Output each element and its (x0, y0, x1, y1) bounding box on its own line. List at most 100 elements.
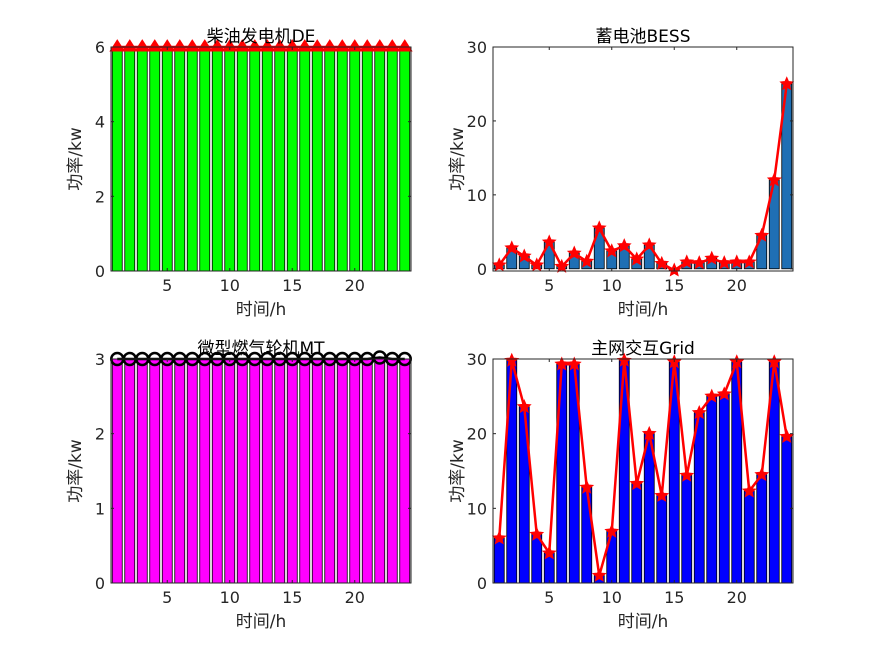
marker-star-9 (604, 243, 620, 258)
marker-star-8 (591, 567, 607, 582)
x-axis-label: 时间/h (236, 612, 287, 632)
y-tick-label: 0 (95, 574, 105, 593)
bar (493, 537, 505, 584)
marker-triangle-11 (246, 39, 263, 52)
marker-star-20 (741, 483, 757, 498)
marker-star-11 (629, 475, 645, 490)
x-tick-label: 15 (282, 276, 302, 295)
x-tick-label: 10 (602, 276, 622, 295)
y-tick-label: 2 (95, 425, 105, 444)
bar (349, 46, 361, 272)
axes-frame (110, 46, 412, 272)
bar (224, 46, 236, 272)
marker-triangle-19 (346, 39, 363, 52)
bar (111, 46, 123, 272)
x-axis-label: 时间/h (618, 300, 669, 320)
marker-star-3 (529, 257, 545, 272)
bar (631, 483, 643, 584)
y-tick-label: 20 (467, 112, 487, 131)
marker-triangle-8 (209, 39, 226, 52)
marker-star-6 (566, 245, 582, 260)
marker-star-3 (529, 526, 545, 541)
bar (311, 358, 323, 584)
marker-star-11 (629, 251, 645, 266)
bar (286, 46, 298, 272)
bar (299, 358, 311, 584)
marker-star-2 (516, 248, 532, 263)
marker-triangle-1 (121, 39, 138, 52)
bar (693, 412, 705, 584)
x-tick-label: 20 (727, 588, 747, 607)
marker-triangle-2 (134, 39, 151, 52)
marker-star-17 (704, 250, 720, 265)
x-tick-label: 15 (664, 588, 684, 607)
marker-star-1 (504, 240, 520, 255)
chart-title: 柴油发电机DE (207, 27, 316, 47)
plot-area (111, 47, 411, 271)
marker-star-20 (741, 254, 757, 269)
y-tick-label: 10 (467, 499, 487, 518)
y-axis-label: 功率/kw (448, 127, 468, 191)
bar (556, 363, 568, 584)
bar (336, 358, 348, 584)
y-tick-label: 1 (95, 499, 105, 518)
bar (149, 358, 161, 584)
bar (211, 358, 223, 584)
bar (174, 358, 186, 584)
marker-triangle-6 (184, 39, 201, 52)
bar (111, 358, 123, 584)
x-tick-label: 20 (727, 276, 747, 295)
marker-star-4 (541, 234, 557, 249)
bar (149, 46, 161, 272)
marker-triangle-9 (221, 39, 238, 52)
y-tick-label: 3 (95, 350, 105, 369)
marker-star-22 (766, 172, 782, 187)
plot-area (111, 359, 411, 583)
marker-star-5 (554, 356, 570, 371)
bar (286, 358, 298, 584)
subplot-2: 5 10 15 20 0 10 20 30 蓄电池BESS 时间/h 功率/kw (448, 27, 795, 320)
y-tick-label: 0 (477, 574, 487, 593)
marker-triangle-23 (396, 39, 413, 52)
x-tick-label: 20 (345, 588, 365, 607)
marker-triangle-0 (109, 39, 126, 52)
bar (743, 490, 755, 584)
bar (186, 46, 198, 272)
y-tick-label: 0 (95, 262, 105, 281)
bar (124, 358, 136, 584)
y-axis-label: 功率/kw (66, 439, 86, 503)
marker-star-18 (716, 255, 732, 270)
marker-triangle-22 (384, 39, 401, 52)
series-line (498, 360, 788, 576)
x-tick-label: 15 (282, 588, 302, 607)
bar (374, 357, 386, 584)
bar (361, 358, 373, 584)
x-tick-label: 5 (544, 276, 554, 295)
marker-star-4 (541, 545, 557, 560)
bar (399, 358, 411, 584)
marker-star-23 (779, 428, 795, 443)
bar (399, 46, 411, 272)
bar (681, 475, 693, 584)
subplot-4: 5 10 15 20 0 10 20 30 主网交互Grid 时间/h 功率/kw (448, 339, 795, 632)
marker-star-13 (654, 487, 670, 502)
bar (199, 358, 211, 584)
y-tick-label: 10 (467, 186, 487, 205)
marker-star-2 (516, 399, 532, 414)
y-tick-label: 30 (467, 38, 487, 57)
marker-star-6 (566, 356, 582, 371)
bar (706, 395, 718, 584)
bar (756, 474, 768, 584)
marker-star-5 (554, 258, 570, 273)
bar (718, 393, 730, 584)
marker-triangle-17 (321, 39, 338, 52)
bar (324, 358, 336, 584)
marker-star-18 (716, 386, 732, 401)
marker-triangle-7 (196, 39, 213, 52)
marker-triangle-16 (309, 39, 326, 52)
plot-area (493, 47, 793, 271)
marker-star-15 (679, 254, 695, 269)
marker-star-16 (691, 405, 707, 420)
marker-star-7 (579, 253, 595, 268)
marker-star-1 (504, 352, 520, 367)
